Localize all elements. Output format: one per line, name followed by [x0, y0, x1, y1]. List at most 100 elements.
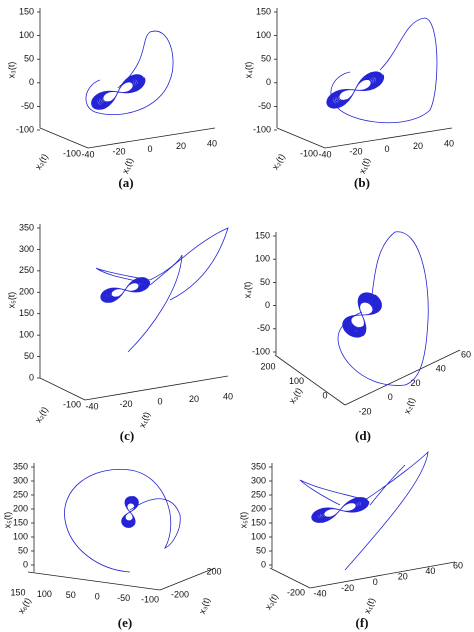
axis-line — [39, 377, 86, 401]
axis-tick-label: 0 — [322, 390, 327, 400]
axis-tick-label: 100 — [37, 589, 52, 599]
z-tick-label: 100 — [256, 30, 271, 40]
axis-tick-label: -100 — [141, 594, 159, 604]
axis-tick-label: -20 — [341, 583, 354, 593]
z-tick-label: -50 — [258, 101, 271, 111]
trajectory — [299, 450, 429, 571]
trajectory — [91, 74, 146, 110]
axis-tick-label: -50 — [117, 593, 130, 603]
axis-line — [309, 561, 456, 589]
axis-tick-label: -200 — [171, 589, 189, 599]
axis-line — [39, 127, 89, 149]
trajectory — [85, 30, 174, 116]
trajectory — [64, 468, 181, 573]
axis-line — [84, 375, 229, 401]
axis-label: x₁(t) — [357, 157, 372, 175]
axis-tick-label: -200 — [287, 587, 305, 597]
axis-tick-label: 0 — [147, 144, 152, 154]
axis-line — [274, 354, 346, 406]
axis-tick-label: -40 — [318, 149, 331, 159]
axis-tick-label: 50 — [66, 590, 76, 600]
trajectory — [311, 497, 370, 523]
z-tick-label: 50 — [256, 545, 266, 555]
z-tick-label: 250 — [13, 489, 28, 499]
axis-label: x₁(t) — [137, 411, 152, 429]
z-tick-label: 150 — [251, 517, 266, 527]
axis-line — [87, 127, 216, 149]
caption: (b) — [354, 175, 370, 190]
axis-tick-label: 40 — [425, 566, 435, 576]
z-tick-label: 0 — [29, 77, 34, 87]
caption: (a) — [118, 175, 133, 190]
axis-tick-label: 20 — [189, 394, 199, 404]
axis-label: x₂(t) — [33, 152, 50, 171]
axis-tick-label: 40 — [207, 138, 217, 148]
axis-tick-label: 200 — [260, 361, 275, 371]
z-tick-label: 150 — [19, 308, 34, 318]
axis-tick-label: 60 — [461, 349, 471, 359]
axis-tick-label: 200 — [206, 566, 221, 576]
z-tick-label: -100 — [16, 124, 34, 134]
z-tick-label: 300 — [19, 244, 34, 254]
axis-tick-label: 150 — [10, 587, 25, 597]
z-tick-label: 350 — [13, 461, 28, 471]
axis-line — [269, 567, 311, 589]
z-axis-label: x₅(t) — [2, 512, 12, 529]
z-tick-label: 150 — [19, 6, 34, 16]
axis-tick-label: 60 — [453, 560, 463, 570]
trajectory — [326, 71, 385, 109]
trajectory — [95, 227, 229, 353]
axis-tick-label: 20 — [176, 141, 186, 151]
axis-tick-label: 0 — [373, 577, 378, 587]
axis-tick-label: 0 — [388, 392, 393, 402]
axis-label: x₃(t) — [263, 592, 280, 611]
z-tick-label: 200 — [19, 287, 34, 297]
axis-tick-label: -100 — [63, 148, 81, 158]
z-tick-label: 0 — [265, 300, 270, 310]
z-tick-label: 0 — [261, 559, 266, 569]
axis-label: x₃(t) — [287, 386, 304, 405]
z-axis-label: x₅(t) — [6, 292, 16, 309]
axis-tick-label: -20 — [112, 147, 125, 157]
axis-tick-label: 100 — [289, 376, 304, 386]
axis-line — [27, 571, 161, 591]
axis-tick-label: -40 — [81, 149, 94, 159]
caption: (e) — [118, 615, 132, 630]
trajectory — [100, 277, 151, 303]
z-tick-label: 300 — [13, 475, 28, 485]
axis-label: x₂(t) — [270, 152, 287, 171]
z-tick-label: 50 — [24, 351, 34, 361]
axis-label: x₂(t) — [402, 396, 417, 415]
caption: (f) — [356, 615, 369, 630]
axis-line — [276, 127, 326, 149]
trajectory — [337, 231, 429, 386]
caption: (c) — [120, 428, 134, 443]
z-tick-label: -50 — [257, 323, 270, 333]
axis-label: x₂(t) — [33, 405, 50, 424]
trajectory — [121, 495, 139, 528]
trajectory — [330, 17, 438, 124]
z-tick-label: 50 — [18, 545, 28, 555]
z-tick-label: 350 — [251, 461, 266, 471]
z-tick-label: 150 — [13, 517, 28, 527]
axis-tick-label: -100 — [300, 148, 318, 158]
z-tick-label: 200 — [13, 503, 28, 513]
axis-label: x₆(t) — [16, 596, 33, 615]
axis-label: x₃(t) — [197, 596, 212, 615]
z-axis-label: x₄(t) — [243, 62, 253, 79]
panel: 350 300 250 200 150 100 50 0 150 100 50 0 -50 -100 -20… — [2, 461, 221, 630]
z-tick-label: -50 — [21, 101, 34, 111]
axis-tick-label: -100 — [63, 399, 81, 409]
z-tick-label: 100 — [251, 531, 266, 541]
z-tick-label: 250 — [19, 265, 34, 275]
axis-tick-label: -40 — [313, 588, 326, 598]
z-tick-label: -100 — [252, 346, 270, 356]
panel: 150 100 50 0 -50 -100 200 100 0 -20 0 20 40 60 x₄(t) x₃… — [242, 230, 471, 443]
axis-tick-label: 40 — [223, 391, 233, 401]
z-tick-label: -100 — [253, 124, 271, 134]
z-tick-label: 250 — [251, 489, 266, 499]
z-tick-label: 0 — [266, 77, 271, 87]
z-tick-label: 100 — [19, 30, 34, 40]
